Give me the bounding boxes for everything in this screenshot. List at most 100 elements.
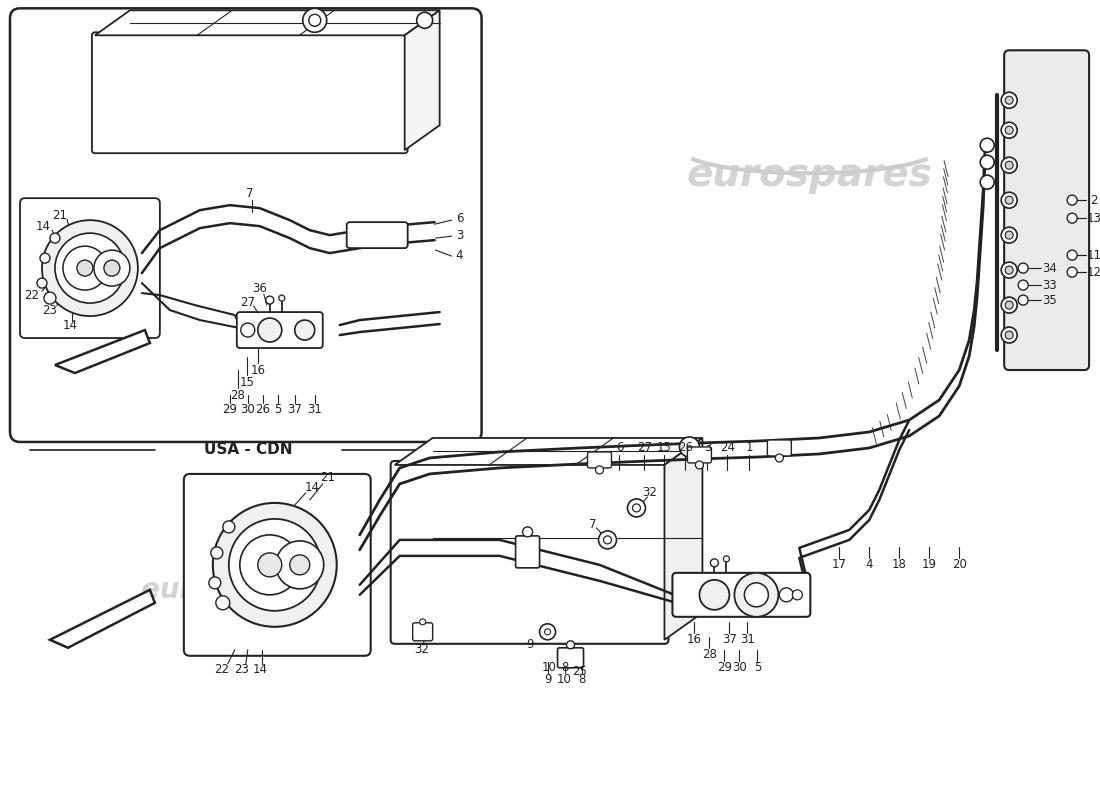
FancyBboxPatch shape [184, 474, 371, 656]
FancyBboxPatch shape [587, 452, 612, 468]
Text: 37: 37 [287, 403, 303, 417]
Circle shape [700, 580, 729, 610]
Circle shape [980, 155, 994, 169]
Text: 23: 23 [43, 303, 57, 317]
Text: 6: 6 [616, 442, 624, 454]
Circle shape [724, 556, 729, 562]
Text: 27: 27 [240, 295, 255, 309]
Text: 23: 23 [234, 663, 250, 676]
Text: 32: 32 [642, 486, 657, 499]
Text: 5: 5 [274, 403, 282, 417]
Text: 4: 4 [455, 249, 463, 262]
Circle shape [780, 588, 793, 602]
Text: 15: 15 [240, 375, 254, 389]
FancyBboxPatch shape [1004, 50, 1089, 370]
Circle shape [680, 437, 700, 457]
Circle shape [632, 504, 640, 512]
Circle shape [980, 175, 994, 189]
Text: 28: 28 [230, 389, 245, 402]
Circle shape [522, 527, 532, 537]
FancyBboxPatch shape [92, 32, 408, 154]
Circle shape [302, 8, 327, 32]
Circle shape [289, 555, 310, 575]
Text: 9: 9 [526, 638, 534, 651]
Circle shape [1067, 213, 1077, 223]
Text: 20: 20 [952, 558, 967, 571]
Text: 28: 28 [702, 648, 717, 662]
Text: 30: 30 [241, 403, 255, 417]
Text: 30: 30 [732, 662, 747, 674]
Circle shape [240, 535, 300, 595]
Circle shape [1019, 295, 1028, 305]
Circle shape [1005, 196, 1013, 204]
Circle shape [540, 624, 556, 640]
Text: 27: 27 [637, 442, 652, 454]
Circle shape [627, 499, 646, 517]
Circle shape [1001, 92, 1018, 108]
Text: 14: 14 [63, 318, 77, 331]
Circle shape [776, 454, 783, 462]
Circle shape [241, 323, 255, 337]
FancyBboxPatch shape [688, 447, 712, 463]
Text: 10: 10 [557, 674, 572, 686]
Polygon shape [405, 10, 440, 150]
Text: 7: 7 [588, 518, 596, 531]
Circle shape [420, 619, 426, 625]
Text: eurospares: eurospares [686, 156, 932, 194]
Text: 7: 7 [246, 186, 253, 200]
Circle shape [1005, 161, 1013, 169]
Circle shape [1005, 96, 1013, 104]
FancyBboxPatch shape [412, 623, 432, 641]
Text: 19: 19 [922, 558, 937, 571]
Text: 29: 29 [717, 662, 732, 674]
Circle shape [792, 590, 802, 600]
Circle shape [55, 233, 125, 303]
Circle shape [63, 246, 107, 290]
Circle shape [1019, 263, 1028, 273]
FancyBboxPatch shape [390, 461, 669, 644]
Circle shape [257, 318, 282, 342]
Text: 22: 22 [24, 289, 40, 302]
Circle shape [94, 250, 130, 286]
Text: 13: 13 [1087, 212, 1100, 225]
Circle shape [216, 596, 230, 610]
FancyBboxPatch shape [20, 198, 160, 338]
Circle shape [1019, 280, 1028, 290]
Circle shape [1001, 192, 1018, 208]
Circle shape [1001, 262, 1018, 278]
Text: 18: 18 [892, 558, 906, 571]
Circle shape [1001, 227, 1018, 243]
Text: 12: 12 [1087, 266, 1100, 278]
Text: 35: 35 [1042, 294, 1056, 306]
Circle shape [1067, 195, 1077, 205]
Circle shape [309, 14, 321, 26]
Text: 8: 8 [561, 662, 569, 674]
Circle shape [566, 641, 574, 649]
Text: 14: 14 [35, 220, 51, 233]
Circle shape [209, 577, 221, 589]
Circle shape [278, 295, 285, 301]
Text: 36: 36 [252, 282, 267, 294]
Text: 3: 3 [704, 442, 711, 454]
Text: 3: 3 [455, 229, 463, 242]
Text: 29: 29 [222, 403, 238, 417]
Circle shape [50, 233, 60, 243]
Circle shape [276, 541, 323, 589]
Text: 21: 21 [320, 471, 336, 485]
FancyBboxPatch shape [558, 648, 583, 668]
FancyBboxPatch shape [346, 222, 408, 248]
Circle shape [223, 521, 234, 533]
Circle shape [103, 260, 120, 276]
Circle shape [266, 296, 274, 304]
Circle shape [980, 138, 994, 152]
Text: 34: 34 [1042, 262, 1057, 274]
Text: 24: 24 [719, 442, 735, 454]
FancyBboxPatch shape [10, 8, 482, 442]
FancyBboxPatch shape [768, 440, 791, 456]
Circle shape [1067, 250, 1077, 260]
Circle shape [295, 320, 315, 340]
Text: 14: 14 [252, 663, 267, 676]
Circle shape [417, 12, 432, 28]
Text: 6: 6 [455, 212, 463, 225]
Text: 8: 8 [578, 674, 585, 686]
